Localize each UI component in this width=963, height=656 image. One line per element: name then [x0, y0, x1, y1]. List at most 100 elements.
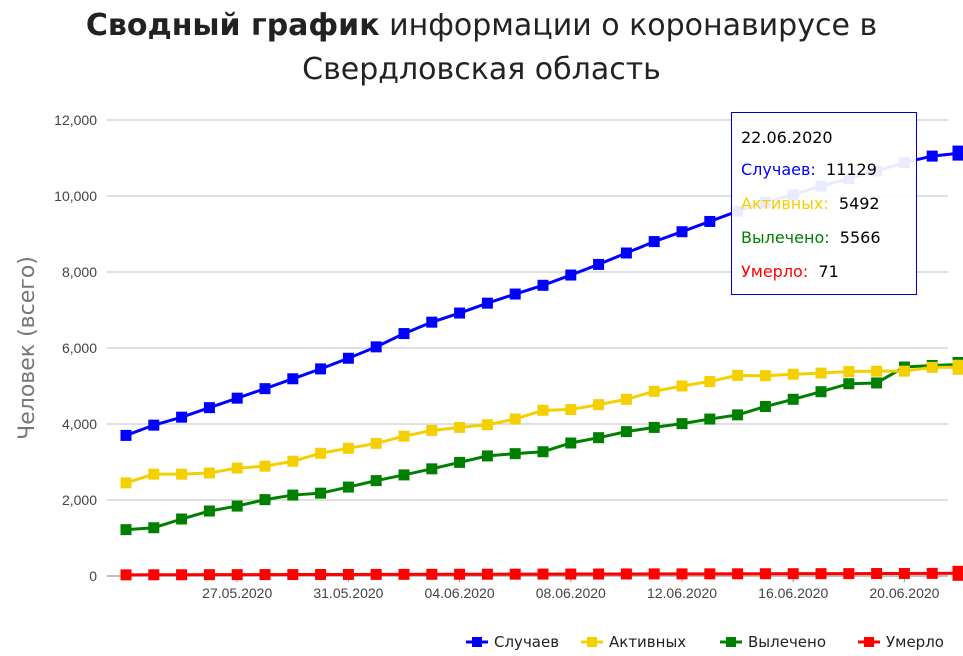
legend-label[interactable]: Умерло: [886, 633, 944, 651]
data-point[interactable]: [426, 463, 438, 475]
data-point[interactable]: [871, 365, 883, 377]
data-point[interactable]: [732, 409, 744, 421]
data-point[interactable]: [481, 568, 493, 580]
data-point[interactable]: [759, 370, 771, 382]
data-point[interactable]: [732, 369, 744, 381]
data-point[interactable]: [648, 385, 660, 397]
data-point[interactable]: [259, 569, 271, 581]
data-point[interactable]: [704, 215, 716, 227]
data-point[interactable]: [120, 429, 132, 441]
data-point[interactable]: [370, 568, 382, 580]
data-point[interactable]: [176, 569, 188, 581]
data-point[interactable]: [203, 569, 215, 581]
data-point[interactable]: [537, 446, 549, 458]
data-point[interactable]: [342, 442, 354, 454]
data-point[interactable]: [342, 352, 354, 364]
data-point[interactable]: [537, 568, 549, 580]
data-point[interactable]: [287, 489, 299, 501]
data-point[interactable]: [120, 569, 132, 581]
data-point[interactable]: [176, 468, 188, 480]
data-point[interactable]: [704, 413, 716, 425]
data-point[interactable]: [565, 437, 577, 449]
data-point[interactable]: [676, 418, 688, 430]
data-point[interactable]: [759, 568, 771, 580]
data-point[interactable]: [231, 392, 243, 404]
data-point[interactable]: [203, 505, 215, 517]
data-point[interactable]: [287, 455, 299, 467]
data-point[interactable]: [843, 568, 855, 580]
data-point[interactable]: [342, 568, 354, 580]
data-point[interactable]: [593, 568, 605, 580]
data-point[interactable]: [148, 569, 160, 581]
data-point[interactable]: [648, 421, 660, 433]
data-point[interactable]: [787, 568, 799, 580]
data-point[interactable]: [426, 316, 438, 328]
data-point[interactable]: [370, 437, 382, 449]
data-point[interactable]: [315, 487, 327, 499]
data-point[interactable]: [148, 468, 160, 480]
data-point[interactable]: [815, 386, 827, 398]
data-point[interactable]: [231, 500, 243, 512]
data-point[interactable]: [454, 456, 466, 468]
data-point[interactable]: [676, 380, 688, 392]
data-point[interactable]: [871, 377, 883, 389]
legend-label[interactable]: Активных: [609, 633, 686, 651]
data-point[interactable]: [759, 401, 771, 413]
data-point[interactable]: [509, 448, 521, 460]
data-point[interactable]: [926, 150, 938, 162]
data-point[interactable]: [537, 279, 549, 291]
data-point[interactable]: [481, 450, 493, 462]
data-point[interactable]: [815, 568, 827, 580]
data-point[interactable]: [843, 378, 855, 390]
data-point[interactable]: [287, 373, 299, 385]
data-point[interactable]: [315, 447, 327, 459]
data-point[interactable]: [398, 430, 410, 442]
data-point[interactable]: [898, 365, 910, 377]
legend-label[interactable]: Вылечено: [748, 633, 826, 651]
data-point[interactable]: [815, 367, 827, 379]
data-point[interactable]: [454, 421, 466, 433]
data-point[interactable]: [676, 568, 688, 580]
data-point[interactable]: [426, 424, 438, 436]
data-point[interactable]: [565, 269, 577, 281]
data-point[interactable]: [176, 411, 188, 423]
data-point[interactable]: [509, 288, 521, 300]
data-point[interactable]: [342, 481, 354, 493]
data-point[interactable]: [648, 236, 660, 248]
data-point[interactable]: [620, 426, 632, 438]
data-point[interactable]: [843, 366, 855, 378]
data-point[interactable]: [704, 568, 716, 580]
data-point[interactable]: [952, 565, 963, 581]
data-point[interactable]: [370, 475, 382, 487]
data-point[interactable]: [509, 568, 521, 580]
data-point[interactable]: [565, 568, 577, 580]
data-point[interactable]: [203, 467, 215, 479]
data-point[interactable]: [481, 419, 493, 431]
data-point[interactable]: [787, 393, 799, 405]
data-point[interactable]: [398, 328, 410, 340]
data-point[interactable]: [481, 297, 493, 309]
data-point[interactable]: [315, 363, 327, 375]
data-point[interactable]: [120, 524, 132, 536]
data-point[interactable]: [148, 522, 160, 534]
data-point[interactable]: [593, 258, 605, 270]
data-point[interactable]: [952, 145, 963, 161]
data-point[interactable]: [370, 341, 382, 353]
data-point[interactable]: [648, 568, 660, 580]
data-point[interactable]: [620, 393, 632, 405]
data-point[interactable]: [148, 419, 160, 431]
data-point[interactable]: [537, 404, 549, 416]
data-point[interactable]: [871, 568, 883, 580]
data-point[interactable]: [454, 568, 466, 580]
data-point[interactable]: [565, 404, 577, 416]
data-point[interactable]: [952, 359, 963, 375]
data-point[interactable]: [259, 383, 271, 395]
data-point[interactable]: [620, 247, 632, 259]
data-point[interactable]: [176, 513, 188, 525]
data-point[interactable]: [231, 462, 243, 474]
data-point[interactable]: [259, 460, 271, 472]
data-point[interactable]: [787, 368, 799, 380]
data-point[interactable]: [509, 413, 521, 425]
data-point[interactable]: [203, 402, 215, 414]
